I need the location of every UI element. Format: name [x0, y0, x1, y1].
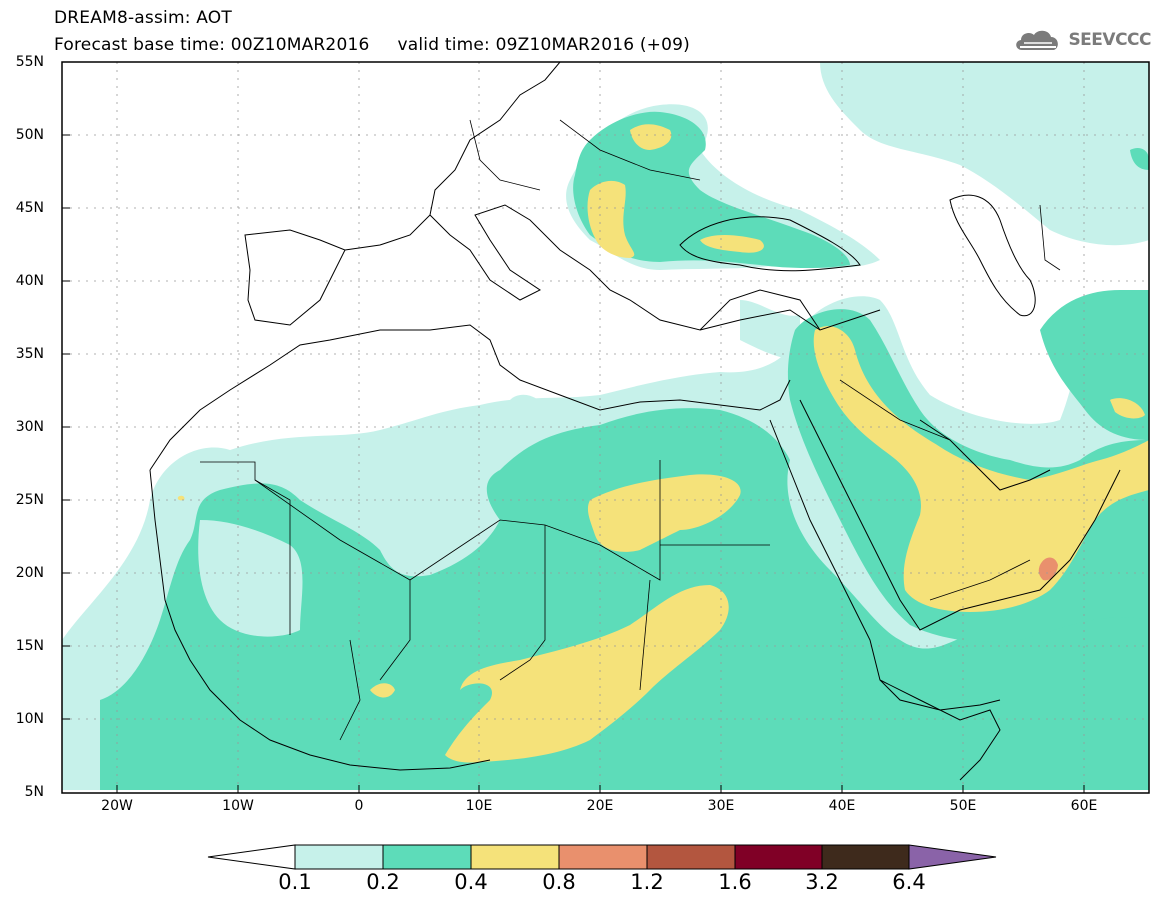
lon-label: 10W [222, 798, 254, 814]
seevccc-logo: SEEVCCC [1012, 26, 1151, 54]
lon-label: 10E [465, 798, 493, 814]
colorbar-swatch [646, 844, 736, 870]
lat-label: 50N [15, 127, 44, 143]
lon-label: 20E [586, 798, 614, 814]
lat-label: 15N [15, 638, 44, 654]
lat-label: 40N [15, 273, 44, 289]
lat-label: 30N [15, 419, 44, 435]
lon-label: 0 [354, 798, 364, 814]
lat-label: 5N [24, 784, 44, 800]
colorbar-label: 1.2 [630, 870, 664, 894]
aot-level-0.4 [177, 124, 1149, 763]
colorbar-label: 0.1 [278, 870, 312, 894]
aot-level-0.8 [1038, 557, 1058, 581]
colorbar-lower-arrow [207, 844, 296, 870]
colorbar-label: 6.4 [892, 870, 926, 894]
forecast-time-line: Forecast base time: 00Z10MAR2016 valid t… [54, 35, 690, 55]
lon-label: 20W [101, 798, 133, 814]
lat-label: 35N [15, 346, 44, 362]
lon-label: 50E [949, 798, 977, 814]
lon-label: 40E [828, 798, 856, 814]
axis-ticks [62, 61, 1085, 793]
lat-label: 55N [15, 54, 44, 70]
coastlines [149, 62, 1121, 781]
lat-label: 45N [15, 200, 44, 216]
colorbar-label: 0.8 [542, 870, 576, 894]
country-borders [200, 119, 1061, 741]
colorbar-upper-arrow [908, 844, 997, 870]
lat-label: 20N [15, 565, 44, 581]
colorbar-swatch [821, 844, 910, 870]
colorbar-swatch [382, 844, 472, 870]
colorbar [207, 844, 997, 870]
lat-label: 25N [15, 492, 44, 508]
cloud-icon [1016, 30, 1059, 50]
colorbar-swatch [294, 844, 384, 870]
lat-label: 10N [15, 711, 44, 727]
aot-field [62, 62, 1149, 790]
colorbar-swatch [470, 844, 560, 870]
colorbar-label: 0.4 [454, 870, 488, 894]
colorbar-swatch [734, 844, 823, 870]
colorbar-label: 3.2 [805, 870, 839, 894]
logo-text: SEEVCCC [1068, 30, 1151, 50]
lon-label: 30E [707, 798, 735, 814]
colorbar-label: 1.6 [718, 870, 752, 894]
lon-label: 60E [1070, 798, 1098, 814]
colorbar-swatch [558, 844, 648, 870]
map-title: DREAM8-assim: AOT [54, 8, 232, 28]
graticule [62, 62, 1149, 793]
colorbar-label: 0.2 [366, 870, 400, 894]
